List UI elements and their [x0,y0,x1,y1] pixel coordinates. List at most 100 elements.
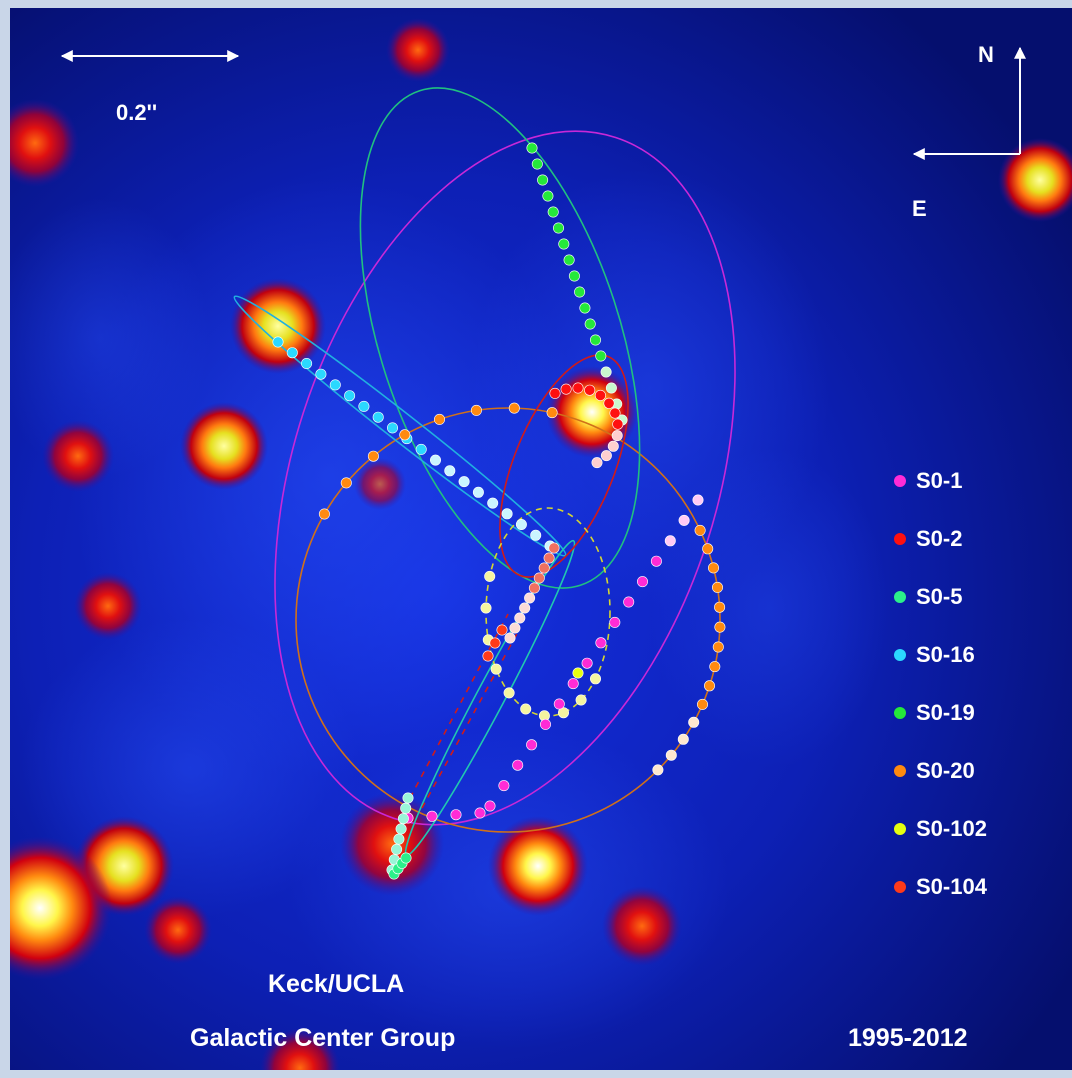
scale-bar-label: 0.2'' [116,100,158,125]
point-s0-1 [498,780,510,792]
point-s0-2 [533,572,545,584]
background-stars [10,18,1072,1070]
point-s0-19 [563,254,575,266]
point-s0-20 [652,764,664,776]
point-s0-19 [542,190,554,202]
point-s0-1 [426,810,438,822]
point-s0-16 [344,390,356,402]
point-s0-104 [496,624,508,636]
point-s0-16 [444,465,456,477]
point-s0-2 [612,418,624,430]
legend-item-s0-2: S0-2 [894,526,962,551]
point-s0-1 [512,759,524,771]
point-s0-16 [315,368,327,380]
legend-item-s0-102: S0-102 [894,816,987,841]
point-s0-19 [605,382,617,394]
point-s0-16 [487,497,499,509]
date-range: 1995-2012 [848,1024,968,1052]
legend-item-s0-19: S0-19 [894,700,975,725]
point-s0-102 [575,694,587,706]
point-s0-16 [329,379,341,391]
legend-item-s0-16: S0-16 [894,642,975,667]
point-s0-1 [678,514,690,526]
point-s0-20 [665,749,677,761]
credit-line-2: Galactic Center Group [190,1024,456,1052]
point-s0-2 [603,397,615,409]
legend-marker [894,649,906,661]
point-s0-1 [484,800,496,812]
point-s0-16 [501,508,513,520]
point-s0-1 [692,494,704,506]
point-s0-20 [546,407,558,419]
point-s0-20 [688,716,700,728]
legend-marker [894,823,906,835]
point-s0-2 [560,383,572,395]
point-s0-102 [589,673,601,685]
point-s0-20 [433,413,445,425]
point-s0-2 [548,542,560,554]
point-s0-20 [367,450,379,462]
point-s0-102 [484,570,496,582]
legend-marker [894,475,906,487]
point-s0-20 [470,404,482,416]
point-s0-2 [549,387,561,399]
legend-marker [894,591,906,603]
legend-marker [894,533,906,545]
point-s0-2 [600,450,612,462]
orbit-s0-2 [499,354,629,578]
point-s0-1 [650,555,662,567]
legend-marker [894,765,906,777]
point-s0-19 [568,270,580,282]
point-s0-2 [524,592,536,604]
point-s0-16 [286,347,298,359]
point-s0-2 [509,622,521,634]
point-s0-20 [709,661,721,673]
point-s0-1 [450,809,462,821]
point-s0-102 [490,663,502,675]
point-s0-2 [514,612,526,624]
point-s0-20 [702,543,714,555]
point-s0-2 [607,440,619,452]
point-s0-1 [567,678,579,690]
point-s0-1 [595,637,607,649]
point-s0-5 [400,802,412,814]
point-s0-16 [458,476,470,488]
point-s0-1 [609,616,621,628]
point-s0-19 [531,158,543,170]
legend-label: S0-16 [916,642,975,667]
point-s0-2 [519,602,531,614]
point-s0-20 [508,402,520,414]
legend-item-s0-1: S0-1 [894,468,963,493]
point-s0-5 [397,813,409,825]
legend-label: S0-1 [916,468,963,493]
point-s0-20 [714,601,726,613]
galactic-center-image: 0.2'' N E S0-1 S0-2 S0-5 S0-16 S0-19 S0-20 S0-… [10,8,1072,1070]
point-s0-19 [579,302,591,314]
point-s0-102 [520,703,532,715]
orbit-s0-16 [233,295,567,557]
legend-label: S0-5 [916,584,963,609]
point-s0-16 [515,518,527,530]
legend-label: S0-20 [916,758,975,783]
point-s0-20 [399,429,411,441]
point-s0-20 [340,477,352,489]
point-s0-20 [703,680,715,692]
point-s0-19 [600,366,612,378]
point-s0-2 [611,430,623,442]
point-s0-1 [664,535,676,547]
point-s0-20 [677,733,689,745]
point-s0-1 [623,596,635,608]
point-s0-2 [572,382,584,394]
point-s0-20 [712,641,724,653]
point-s0-16 [386,422,398,434]
point-s0-20 [694,524,706,536]
orbit-s0-20 [295,407,721,833]
point-s0-16 [372,411,384,423]
point-s0-1 [636,576,648,588]
compass [912,46,1026,160]
point-s0-2 [543,552,555,564]
point-s0-2 [594,389,606,401]
point-s0-19 [595,350,607,362]
point-s0-2 [584,384,596,396]
compass-north-label: N [978,42,994,67]
